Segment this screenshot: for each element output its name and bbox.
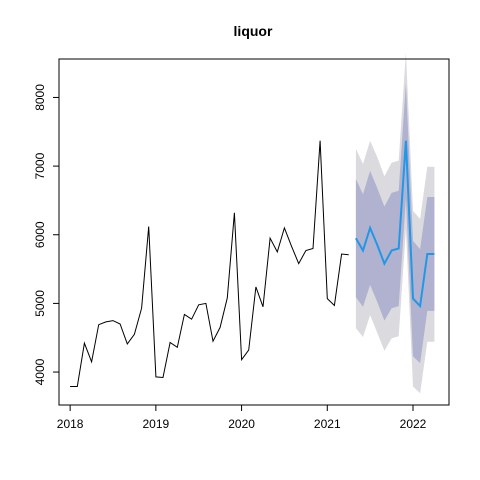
y-tick-label: 4000 bbox=[33, 358, 47, 385]
x-tick-label: 2021 bbox=[314, 417, 341, 431]
x-tick-label: 2018 bbox=[57, 417, 84, 431]
y-tick-label: 5000 bbox=[33, 290, 47, 317]
y-tick-label: 8000 bbox=[33, 84, 47, 111]
x-tick-label: 2019 bbox=[143, 417, 170, 431]
y-tick-label: 7000 bbox=[33, 152, 47, 179]
chart-title: liquor bbox=[234, 23, 273, 39]
x-tick-label: 2020 bbox=[228, 417, 255, 431]
x-tick-label: 2022 bbox=[400, 417, 427, 431]
y-tick-label: 6000 bbox=[33, 221, 47, 248]
history-line bbox=[70, 141, 349, 387]
